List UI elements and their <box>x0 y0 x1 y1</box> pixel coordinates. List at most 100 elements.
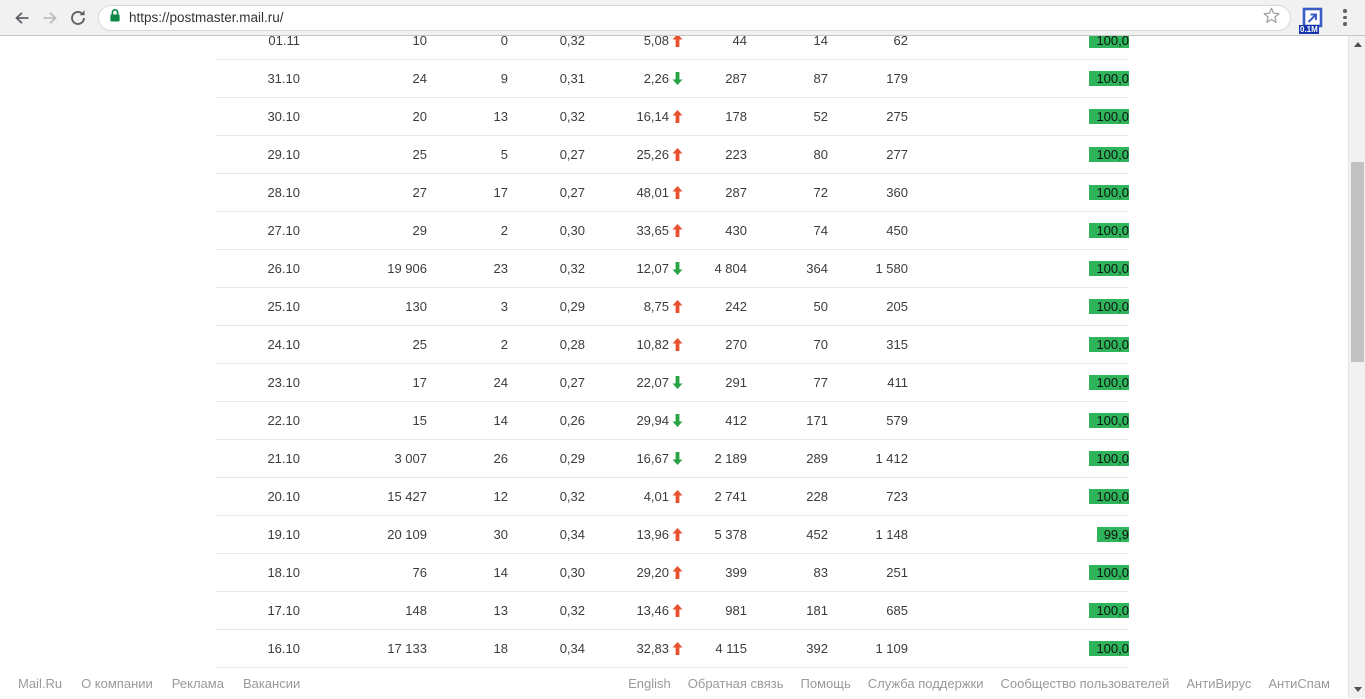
cell-col8: 179 <box>886 71 908 86</box>
reload-button[interactable] <box>64 4 92 32</box>
table-row[interactable]: 31.10 24 9 0,31 2,26 287 87 179 100,0 <box>215 60 1129 98</box>
footer-link[interactable]: АнтиСпам <box>1268 675 1330 691</box>
table-row[interactable]: 01.11 10 0 0,32 5,08 44 14 62 100,0 <box>215 36 1129 60</box>
table-row[interactable]: 23.10 17 24 0,27 22,07 291 77 411 100,0 <box>215 364 1129 402</box>
trend-down-icon <box>672 72 683 85</box>
lock-icon[interactable] <box>109 8 121 28</box>
url-text[interactable]: https://postmaster.mail.ru/ <box>129 10 284 25</box>
vertical-scrollbar[interactable] <box>1348 36 1365 698</box>
scrollbar-up-button[interactable] <box>1349 36 1365 53</box>
address-bar[interactable]: https://postmaster.mail.ru/ <box>98 4 1291 31</box>
cell-col7: 74 <box>813 223 828 238</box>
table-row[interactable]: 19.10 20 109 30 0,34 13,96 5 378 452 1 1… <box>215 516 1129 554</box>
table-row[interactable]: 29.10 25 5 0,27 25,26 223 80 277 100,0 <box>215 136 1129 174</box>
cell-col4: 0,28 <box>559 337 585 352</box>
cell-col6: 291 <box>725 375 747 390</box>
extension-button[interactable]: 0.1M <box>1299 7 1324 34</box>
table-row[interactable]: 30.10 20 13 0,32 16,14 178 52 275 100,0 <box>215 98 1129 136</box>
browser-menu-button[interactable] <box>1333 4 1357 32</box>
forward-button[interactable] <box>36 4 64 32</box>
cell-col5: 32,83 <box>585 641 683 656</box>
footer-link[interactable]: Mail.Ru <box>18 675 63 691</box>
cell-col3: 24 <box>493 375 508 390</box>
cell-col6: 287 <box>725 71 747 86</box>
delivery-bar: 100,0 <box>1089 108 1129 124</box>
footer-link[interactable]: Обратная связь <box>687 675 784 691</box>
table-row[interactable]: 26.10 19 906 23 0,32 12,07 4 804 364 1 5… <box>215 250 1129 288</box>
cell-col2: 17 <box>412 375 427 390</box>
scrollbar-thumb[interactable] <box>1351 162 1364 362</box>
footer-link[interactable]: Реклама <box>171 675 224 691</box>
trend-value: 48,01 <box>636 185 669 200</box>
footer-links-right: English Обратная связь Помощь Служба под… <box>611 676 1330 691</box>
table-row[interactable]: 28.10 27 17 0,27 48,01 287 72 360 100,0 <box>215 174 1129 212</box>
cell-col6: 2 189 <box>714 451 747 466</box>
cell-col2: 148 <box>405 603 427 618</box>
table-row[interactable]: 25.10 130 3 0,29 8,75 242 50 205 100,0 <box>215 288 1129 326</box>
trend-down-icon <box>672 414 683 427</box>
footer-link[interactable]: О компании <box>81 675 153 691</box>
trend-value: 13,46 <box>636 603 669 618</box>
trend-value: 29,94 <box>636 413 669 428</box>
footer-link[interactable]: АнтиВирус <box>1186 675 1252 691</box>
cell-col8: 1 109 <box>875 641 908 656</box>
cell-bar: 100,0 <box>929 448 1129 470</box>
table-row[interactable]: 16.10 17 133 18 0,34 32,83 4 115 392 1 1… <box>215 630 1129 668</box>
cell-date: 25.10 <box>267 299 300 314</box>
cell-col8: 360 <box>886 185 908 200</box>
table-row[interactable]: 18.10 76 14 0,30 29,20 399 83 251 100,0 <box>215 554 1129 592</box>
bookmark-star-icon[interactable] <box>1263 7 1280 29</box>
back-button[interactable] <box>8 4 36 32</box>
cell-bar: 100,0 <box>929 220 1129 242</box>
trend-value: 22,07 <box>636 375 669 390</box>
cell-bar: 100,0 <box>929 562 1129 584</box>
cell-bar: 100,0 <box>929 258 1129 280</box>
cell-bar: 100,0 <box>929 296 1129 318</box>
footer-link[interactable]: Вакансии <box>242 675 301 691</box>
cell-col4: 0,32 <box>559 489 585 504</box>
footer-link[interactable]: English <box>628 675 671 691</box>
cell-bar: 100,0 <box>929 486 1129 508</box>
cell-col2: 17 133 <box>387 641 427 656</box>
cell-col6: 981 <box>725 603 747 618</box>
cell-col8: 685 <box>886 603 908 618</box>
cell-col5: 29,20 <box>585 565 683 580</box>
delivery-bar: 100,0 <box>1089 488 1129 504</box>
footer-link[interactable]: Сообщество пользователей <box>1000 675 1170 691</box>
cell-bar: 100,0 <box>929 410 1129 432</box>
cell-col8: 275 <box>886 109 908 124</box>
cell-col8: 579 <box>886 413 908 428</box>
table-row[interactable]: 27.10 29 2 0,30 33,65 430 74 450 100,0 <box>215 212 1129 250</box>
cell-col8: 1 148 <box>875 527 908 542</box>
cell-col7: 50 <box>813 299 828 314</box>
scrollbar-down-button[interactable] <box>1349 681 1365 698</box>
footer-link[interactable]: Служба поддержки <box>867 675 984 691</box>
cell-col3: 9 <box>500 71 508 86</box>
cell-col3: 14 <box>493 565 508 580</box>
trend-up-icon <box>672 110 683 123</box>
table-row[interactable]: 20.10 15 427 12 0,32 4,01 2 741 228 723 … <box>215 478 1129 516</box>
cell-col2: 20 <box>412 109 427 124</box>
cell-col5: 2,26 <box>585 71 683 86</box>
table-row[interactable]: 22.10 15 14 0,26 29,94 412 171 579 100,0 <box>215 402 1129 440</box>
trend-value: 16,14 <box>636 109 669 124</box>
footer-link[interactable]: Помощь <box>800 675 851 691</box>
cell-date: 29.10 <box>267 147 300 162</box>
cell-date: 01.11 <box>268 36 300 48</box>
delivery-bar: 99,9 <box>1096 526 1129 542</box>
cell-date: 19.10 <box>267 527 300 542</box>
page-content: 01.11 10 0 0,32 5,08 44 14 62 100,0 31.1… <box>0 36 1365 698</box>
kebab-menu-icon <box>1343 9 1347 26</box>
delivery-bar: 100,0 <box>1089 184 1129 200</box>
cell-col6: 412 <box>725 413 747 428</box>
delivery-bar: 100,0 <box>1089 336 1129 352</box>
cell-col8: 1 580 <box>875 261 908 276</box>
table-row[interactable]: 21.10 3 007 26 0,29 16,67 2 189 289 1 41… <box>215 440 1129 478</box>
trend-down-icon <box>672 262 683 275</box>
cell-col7: 181 <box>806 603 828 618</box>
trend-up-icon <box>672 566 683 579</box>
delivery-bar: 100,0 <box>1089 36 1129 48</box>
table-row[interactable]: 17.10 148 13 0,32 13,46 981 181 685 100,… <box>215 592 1129 630</box>
table-row[interactable]: 24.10 25 2 0,28 10,82 270 70 315 100,0 <box>215 326 1129 364</box>
cell-col8: 450 <box>886 223 908 238</box>
